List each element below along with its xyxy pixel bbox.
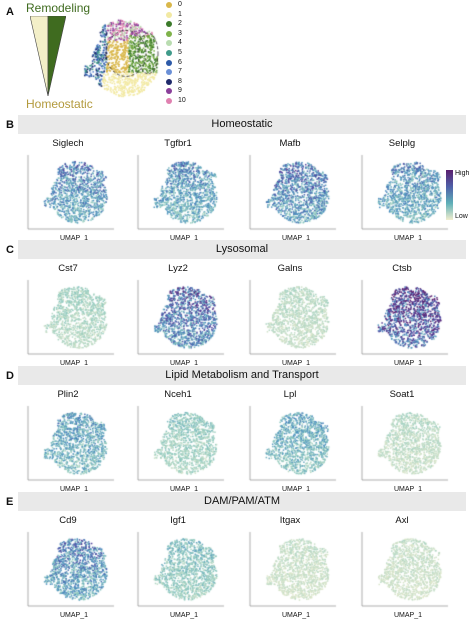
panel-letter-e: E [6, 496, 14, 508]
gene-title-axl: Axl [395, 515, 409, 526]
cluster-legend-label-6: 6 [178, 58, 182, 66]
cluster-legend: 0 1 2 3 4 5 6 7 8 9 10 [164, 0, 204, 108]
x-axis-label: UMAP_1 [394, 235, 423, 242]
feature-plot-lyz2 [128, 276, 228, 368]
section-header-c: Lysosomal [18, 240, 466, 259]
cluster-legend-label-1: 1 [178, 10, 182, 18]
x-axis-label: UMAP_1 [60, 486, 89, 493]
gene-title-ctsb: Ctsb [392, 263, 412, 274]
panel-letter-a: A [6, 6, 14, 18]
section-header-d: Lipid Metabolism and Transport [18, 366, 466, 385]
gene-title-tgfbr1: Tgfbr1 [164, 138, 192, 149]
gene-title-itgax: Itgax [279, 515, 301, 526]
gene-title-galns: Galns [277, 263, 303, 274]
cluster-legend-dot-2 [166, 21, 172, 28]
gene-title-mafb: Mafb [279, 138, 301, 149]
gene-title-nceh1: Nceh1 [164, 389, 192, 400]
cluster-legend-dot-4 [166, 40, 172, 47]
x-axis-label: UMAP_1 [170, 235, 199, 242]
cluster-legend-label-0: 0 [178, 1, 182, 8]
cluster-legend-dot-0 [166, 2, 172, 8]
cluster-legend-label-7: 7 [178, 68, 182, 76]
remodeling-label: Remodeling [26, 1, 91, 15]
panel-letter-d: D [6, 370, 14, 382]
feature-plot-siglech [18, 151, 118, 243]
cluster-legend-label-4: 4 [178, 39, 182, 47]
section-header-b: Homeostatic [18, 115, 466, 134]
cluster-legend-dot-1 [166, 11, 172, 18]
feature-plot-cd9 [18, 528, 118, 620]
cluster-legend-label-5: 5 [178, 49, 182, 56]
feature-plot-selplg [352, 151, 452, 243]
feature-plot-mafb [240, 151, 340, 243]
cluster-legend-label-3: 3 [178, 29, 182, 37]
gene-title-soat1: Soat1 [389, 389, 415, 400]
cluster-legend-dot-8 [166, 78, 172, 85]
x-axis-label: UMAP_1 [394, 486, 423, 493]
cluster-umap-plot [66, 12, 166, 104]
x-axis-label: UMAP_1 [282, 612, 311, 619]
feature-plot-nceh1 [128, 402, 228, 494]
feature-plot-soat1 [352, 402, 452, 494]
x-axis-label: UMAP_1 [282, 486, 311, 493]
cluster-legend-label-8: 8 [178, 77, 182, 85]
x-axis-label: UMAP_1 [170, 486, 199, 493]
cluster-legend-label-10: 10 [178, 97, 186, 104]
expression-colorbar [446, 170, 453, 220]
x-axis-label: UMAP_1 [60, 235, 89, 242]
gene-title-lyz2: Lyz2 [168, 263, 188, 274]
cluster-legend-dot-5 [166, 50, 172, 56]
cluster-legend-dot-10 [166, 98, 172, 104]
gene-title-selplg: Selplg [388, 138, 416, 149]
gene-title-cst7: Cst7 [58, 263, 78, 274]
x-axis-label: UMAP_1 [394, 360, 423, 367]
gene-title-cd9: Cd9 [59, 515, 77, 526]
x-axis-label: UMAP_1 [282, 235, 311, 242]
gene-title-plin2: Plin2 [57, 389, 79, 400]
feature-plot-igf1 [128, 528, 228, 620]
gene-title-lpl: Lpl [283, 389, 297, 400]
panel-letter-b: B [6, 119, 14, 131]
colorbar-low-label: Low [455, 213, 468, 220]
x-axis-label: UMAP_1 [282, 360, 311, 367]
feature-plot-cst7 [18, 276, 118, 368]
x-axis-label: UMAP_1 [60, 360, 89, 367]
section-header-e: DAM/PAM/ATM [18, 492, 466, 511]
cluster-legend-label-9: 9 [178, 87, 182, 95]
panel-letter-c: C [6, 244, 14, 256]
feature-plot-tgfbr1 [128, 151, 228, 243]
x-axis-label: UMAP_1 [170, 612, 199, 619]
feature-plot-plin2 [18, 402, 118, 494]
cluster-legend-dot-9 [166, 88, 172, 95]
gene-title-igf1: Igf1 [170, 515, 186, 526]
feature-plot-itgax [240, 528, 340, 620]
feature-plot-galns [240, 276, 340, 368]
cluster-legend-dot-3 [166, 30, 172, 37]
cluster-legend-dot-6 [166, 59, 172, 66]
gradient-triangles [30, 16, 66, 96]
cluster-legend-dot-7 [166, 69, 172, 76]
x-axis-label: UMAP_1 [394, 612, 423, 619]
feature-plot-lpl [240, 402, 340, 494]
feature-plot-ctsb [352, 276, 452, 368]
x-axis-label: UMAP_1 [170, 360, 199, 367]
gene-title-siglech: Siglech [52, 138, 84, 149]
cluster-legend-label-2: 2 [178, 20, 182, 28]
x-axis-label: UMAP_1 [60, 612, 89, 619]
colorbar-high-label: High [455, 170, 470, 177]
feature-plot-axl [352, 528, 452, 620]
